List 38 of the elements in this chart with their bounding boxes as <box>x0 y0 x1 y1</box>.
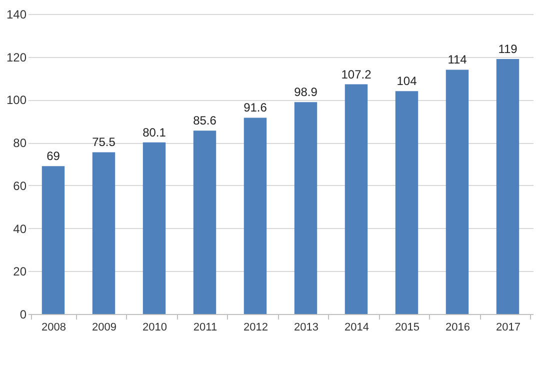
data-label: 114 <box>448 52 468 67</box>
bar <box>142 142 166 314</box>
y-tick-label: 80 <box>13 136 27 150</box>
x-tick-label: 2009 <box>92 322 116 334</box>
x-tick-label: 2010 <box>142 322 167 334</box>
y-tick-label: 120 <box>6 50 27 64</box>
bar <box>92 152 116 314</box>
bar <box>294 102 318 314</box>
data-label: 107.2 <box>341 67 372 82</box>
x-tick-label: 2011 <box>193 322 218 334</box>
data-label: 91.6 <box>244 100 268 115</box>
bar <box>193 130 216 314</box>
x-tick-label: 2012 <box>244 322 268 334</box>
x-tick-label: 2008 <box>42 322 66 334</box>
bar <box>344 84 368 314</box>
x-tick-label: 2013 <box>294 322 318 334</box>
bar <box>244 118 267 314</box>
x-tick-label: 2017 <box>496 322 520 334</box>
data-label: 69 <box>46 149 60 164</box>
data-label: 119 <box>498 42 518 56</box>
bar <box>42 166 65 314</box>
data-label: 80.1 <box>142 125 166 140</box>
x-tick-label: 2016 <box>446 322 470 334</box>
bar <box>395 91 418 314</box>
y-tick-label: 140 <box>6 8 27 22</box>
data-label: 75.5 <box>92 135 116 150</box>
bar <box>496 59 520 314</box>
data-label: 85.6 <box>193 114 217 128</box>
x-tick-label: 2014 <box>344 322 369 334</box>
y-tick-label: 20 <box>13 264 27 279</box>
data-label: 104 <box>396 74 418 88</box>
y-tick-label: 60 <box>13 178 27 193</box>
y-tick-label: 0 <box>20 308 27 322</box>
bar <box>446 70 469 314</box>
y-tick-label: 40 <box>13 222 27 236</box>
data-label: 98.9 <box>294 85 318 100</box>
x-tick-label: 2015 <box>395 322 420 334</box>
y-tick-label: 100 <box>6 93 27 108</box>
